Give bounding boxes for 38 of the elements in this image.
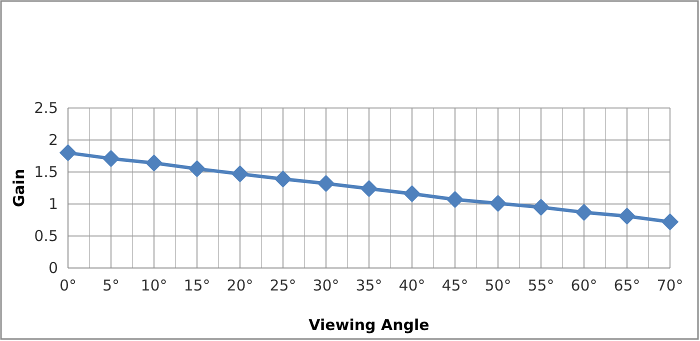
point: [317, 174, 335, 192]
point: [446, 190, 464, 208]
point: [403, 185, 421, 202]
point: [188, 160, 206, 178]
point: [231, 165, 249, 183]
x-tick-label: 65°: [614, 276, 640, 295]
y-tick-label: 0.5: [34, 226, 58, 245]
x-tick-label: 45°: [442, 276, 468, 295]
x-tick-label: 70°: [656, 276, 684, 295]
x-tick-label: 10°: [140, 276, 168, 295]
y-tick-label: 1: [48, 194, 58, 213]
x-tick-label: 55°: [528, 276, 554, 295]
x-tick-label: 5°: [102, 276, 120, 295]
x-tick-label: 40°: [398, 276, 426, 295]
point: [360, 180, 378, 198]
x-tick-label: 15°: [184, 276, 210, 295]
point: [661, 213, 679, 231]
point: [145, 154, 163, 172]
y-axis-title: Gain: [10, 168, 28, 208]
y-tick-label: 1.5: [34, 162, 58, 181]
x-tick-label: 20°: [226, 276, 254, 295]
x-axis-title: Viewing Angle: [308, 316, 430, 334]
y-tick-label: 2: [48, 130, 58, 149]
x-tick-label: 30°: [312, 276, 340, 295]
point: [274, 170, 292, 188]
point: [489, 194, 507, 212]
y-tick-label: 2.5: [34, 98, 58, 117]
x-tick-label: 25°: [270, 276, 296, 295]
point: [532, 198, 550, 216]
point: [102, 150, 120, 168]
point: [59, 144, 77, 162]
y-tick-label: 0: [48, 258, 58, 277]
x-tick-label: 0°: [59, 276, 77, 295]
point: [618, 208, 636, 225]
point: [575, 204, 593, 221]
x-tick-label: 35°: [356, 276, 382, 295]
x-tick-label: 60°: [570, 276, 598, 295]
x-tick-label: 50°: [484, 276, 512, 295]
